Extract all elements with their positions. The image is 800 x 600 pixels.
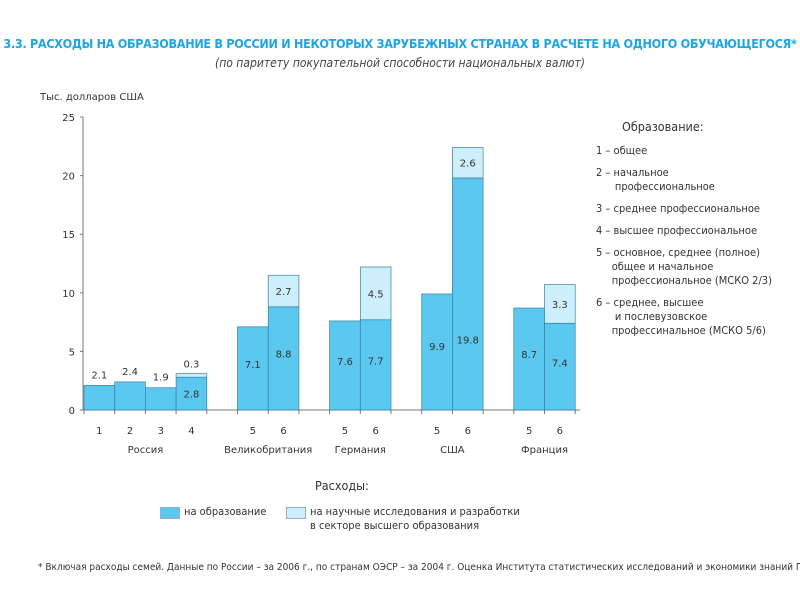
x-tick-label: 6 [557,426,563,437]
chart-subtitle: (по паритету покупательной способности н… [214,56,585,70]
education-value-label: 7.7 [368,356,384,367]
legend-item: 5 – основное, среднее (полное) общее и н… [596,246,772,287]
x-tick-label: 6 [280,426,286,437]
bar-chart: Тыс. долларов США 0 5 10 15 20 25 1 2 3 4 Россия 5 6… [39,92,580,456]
bar-research [359,266,392,321]
bar-education [544,322,576,411]
bar-education [175,376,208,411]
legend-item: 3 – среднее профессиональное [596,202,761,215]
education-value-label: 2.8 [183,390,199,401]
x-tick-label: 3 [158,426,164,437]
legend-item: 1 – общее [596,144,648,157]
legend-item: 4 – высшее профессиональное [596,224,758,237]
bar-research [544,284,576,324]
country-label: Россия [128,445,164,456]
education-value-label: 2.1 [91,370,107,381]
education-value-label: 19.8 [457,336,479,347]
legend-item: 6 – среднее, высшее и послевузовское про… [596,296,766,337]
education-value-label: 9.9 [429,342,445,353]
expenses-legend-title: Расходы: [315,478,369,493]
research-legend-label: на научные исследования и разработки в с… [310,505,520,532]
bar-education [83,385,116,411]
x-tick-label: 1 [96,426,102,437]
education-value-label: 2.4 [122,367,138,378]
x-tick-label: 5 [526,426,532,437]
y-tick-label: 0 [69,406,75,417]
research-value-label: 0.3 [183,360,199,371]
research-value-label: 2.7 [276,287,292,298]
research-value-label: 2.6 [460,159,476,170]
research-swatch [286,507,306,519]
x-tick-label: 5 [434,426,440,437]
education-value-label: 1.9 [153,373,169,384]
education-value-label: 8.7 [521,350,537,361]
bar-education [452,177,484,411]
education-value-label: 8.8 [276,349,292,360]
bar-research [452,147,484,179]
education-swatch [160,507,180,519]
bar-education [513,307,545,411]
x-tick-label: 5 [342,426,348,437]
bar-education [114,381,146,411]
education-legend-label: на образование [184,505,267,518]
education-value-label: 7.1 [245,360,261,371]
bar-education [329,320,361,411]
x-tick-label: 6 [372,426,378,437]
legend-item: 2 – начальное профессиональное [596,166,715,193]
research-value-label: 4.5 [368,289,384,300]
legend-title: Образование: [622,119,704,134]
country-label: Великобритания [224,445,312,456]
education-value-label: 7.6 [337,357,353,368]
x-tick-label: 5 [250,426,256,437]
education-value-label: 7.4 [552,358,568,369]
y-axis-label: Тыс. долларов США [39,92,144,103]
research-value-label: 3.3 [552,300,568,311]
country-label: Франция [521,445,568,456]
x-tick-label: 2 [127,426,133,437]
education-legend: Образование: 1 – общее 2 – начальное про… [596,120,772,346]
bar-research [267,274,300,308]
bar-research [175,373,208,378]
y-tick-label: 20 [62,172,75,183]
chart-title: 3.3. РАСХОДЫ НА ОБРАЗОВАНИЕ В РОССИИ И Н… [3,36,797,51]
bar-education [237,326,269,411]
footnote: * Включая расходы семей. Данные по Росси… [38,562,800,573]
bar-education [421,293,453,411]
country-label: США [440,445,465,456]
y-tick-label: 25 [62,113,75,124]
bar-education [145,387,177,411]
bar-education [359,319,392,411]
y-tick-label: 5 [69,347,75,358]
country-label: Германия [335,445,386,456]
y-tick-label: 10 [62,289,75,300]
y-tick-label: 15 [62,230,75,241]
x-tick-label: 4 [188,426,194,437]
x-tick-label: 6 [465,426,471,437]
